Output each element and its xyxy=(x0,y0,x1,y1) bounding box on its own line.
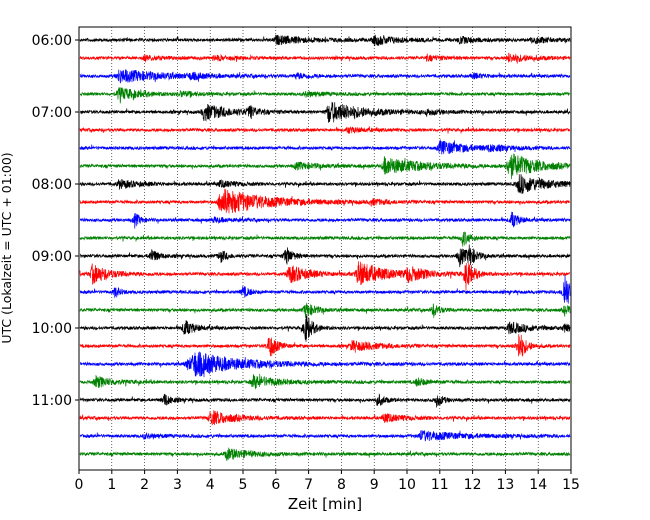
x-tick-label: 2 xyxy=(140,477,149,493)
trace-1000 xyxy=(79,313,571,342)
y-tick-label: 08:00 xyxy=(32,177,72,193)
trace-0745 xyxy=(79,153,571,180)
trace-0630 xyxy=(79,69,571,84)
x-tick-label: 0 xyxy=(75,477,84,493)
trace-0730 xyxy=(79,139,571,155)
trace-0600 xyxy=(79,34,571,47)
x-tick-label: 9 xyxy=(370,477,379,493)
trace-1115 xyxy=(79,410,571,426)
y-tick-label: 11:00 xyxy=(32,393,72,409)
x-tick-label: 8 xyxy=(337,477,346,493)
x-tick-label: 10 xyxy=(398,477,416,493)
y-tick-label: 10:00 xyxy=(32,321,72,337)
x-tick-label: 6 xyxy=(271,477,280,493)
x-tick-label: 4 xyxy=(206,477,215,493)
x-tick-label: 14 xyxy=(529,477,547,493)
grid-lines xyxy=(111,27,539,470)
trace-group xyxy=(79,34,571,461)
trace-1030 xyxy=(79,351,571,378)
x-tick-label: 12 xyxy=(464,477,482,493)
x-tick-label: 5 xyxy=(239,477,248,493)
trace-0915 xyxy=(79,261,570,291)
plot-frame xyxy=(78,26,572,471)
x-tick-label: 15 xyxy=(562,477,580,493)
trace-0645 xyxy=(79,87,571,104)
trace-0830 xyxy=(79,211,571,229)
x-tick-label: 7 xyxy=(304,477,313,493)
x-axis-ticks: 0 1 2 3 4 5 6 7 8 9 10 11 12 13 14 15 xyxy=(75,470,580,493)
trace-0615 xyxy=(79,52,571,64)
trace-0930 xyxy=(79,275,571,304)
x-tick-label: 3 xyxy=(173,477,182,493)
y-axis-label: UTC (Lokalzeit = UTC + 01:00) xyxy=(0,152,14,343)
y-axis-ticks: 06:00 07:00 08:00 09:00 10:00 11:00 xyxy=(32,33,79,409)
trace-1015 xyxy=(79,334,571,357)
trace-0845 xyxy=(79,231,571,247)
trace-0945 xyxy=(79,302,571,318)
trace-1100 xyxy=(79,393,571,408)
trace-0900 xyxy=(79,244,571,268)
x-tick-label: 1 xyxy=(107,477,116,493)
x-axis-label: Zeit [min] xyxy=(288,495,362,513)
trace-0800 xyxy=(79,174,571,194)
trace-1145 xyxy=(79,447,571,461)
y-tick-label: 06:00 xyxy=(32,33,72,49)
x-tick-label: 13 xyxy=(496,477,514,493)
trace-0815 xyxy=(79,188,571,214)
trace-1130 xyxy=(79,429,571,442)
trace-0715 xyxy=(79,126,571,135)
trace-1045 xyxy=(79,373,571,390)
x-tick-label: 11 xyxy=(431,477,449,493)
trace-0700 xyxy=(79,101,571,123)
y-tick-label: 07:00 xyxy=(32,105,72,121)
y-tick-label: 09:00 xyxy=(32,249,72,265)
